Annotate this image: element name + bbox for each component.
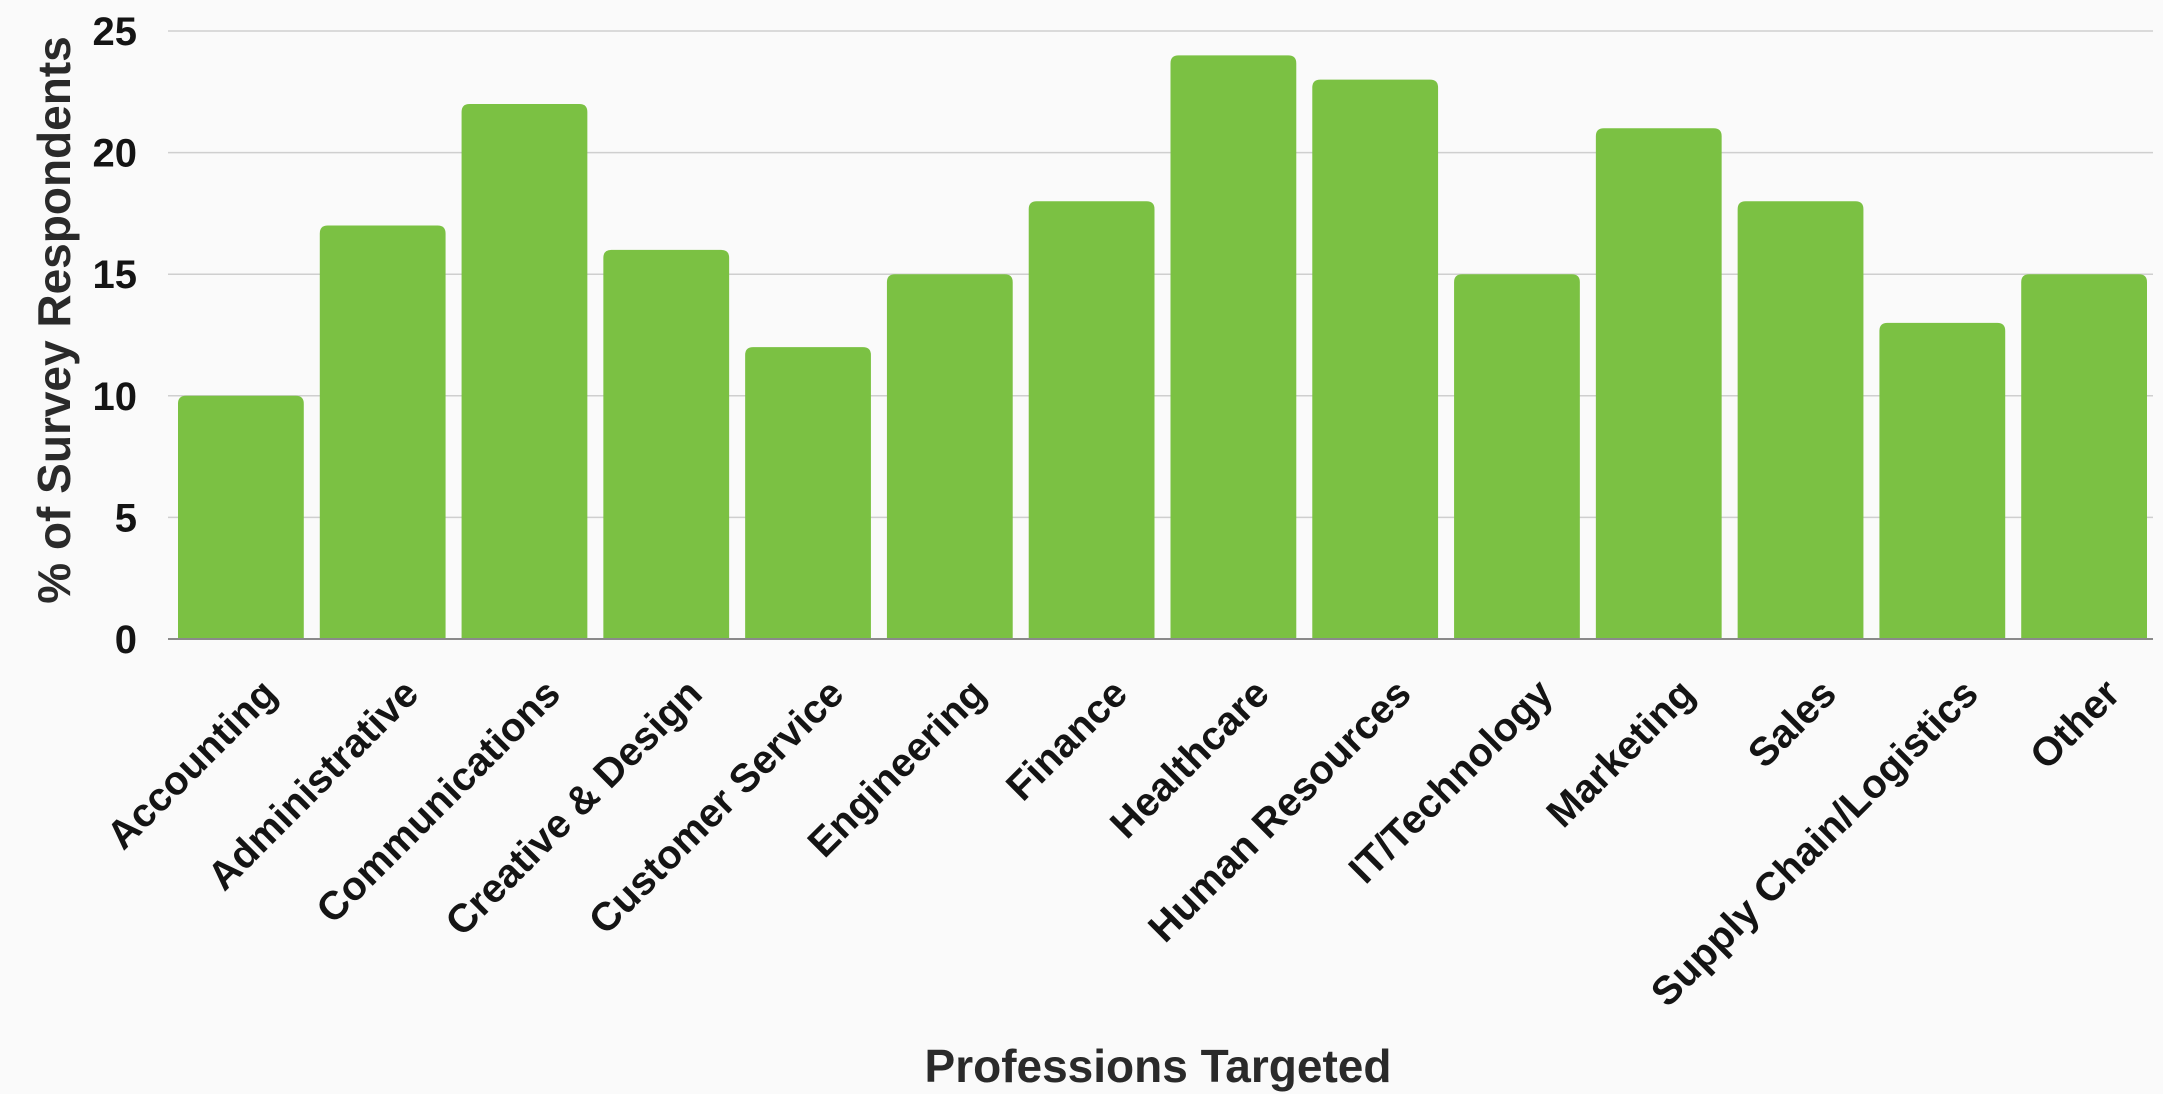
y-tick-label: 0 [115, 618, 137, 662]
bar [1312, 79, 1439, 639]
bar [1595, 128, 1722, 639]
x-axis-title: Professions Targeted [925, 1040, 1392, 1092]
bar [1879, 322, 2006, 639]
y-tick-label: 25 [93, 10, 138, 54]
bar [1737, 201, 1864, 640]
bars [178, 55, 2147, 640]
bar [461, 103, 588, 639]
bar [1454, 274, 1580, 639]
bar [745, 347, 871, 639]
x-tick-label: Creative & Design [437, 671, 710, 944]
x-axis-ticks: AccountingAdministrativeCommunicationsCr… [99, 671, 2129, 1015]
x-tick-label: Other [2022, 671, 2129, 778]
y-axis-title: % of Survey Respondents [28, 36, 80, 603]
bar [2021, 274, 2147, 639]
x-tick-label: Sales [1740, 671, 1845, 776]
y-tick-label: 15 [93, 253, 138, 297]
y-axis-ticks: 0 5 10 15 20 25 [93, 10, 138, 662]
bar [1028, 201, 1155, 640]
bar [1170, 55, 1297, 639]
y-tick-label: 10 [93, 375, 138, 419]
x-tick-label: Finance [998, 671, 1136, 809]
x-tick-label: Customer Service [581, 671, 853, 943]
x-tick-label: Communications [308, 671, 569, 932]
x-tick-label: Marketing [1538, 671, 1703, 836]
bar [886, 274, 1013, 639]
bar [603, 249, 730, 639]
y-tick-label: 5 [115, 496, 137, 540]
bar [319, 225, 446, 639]
bar [178, 395, 304, 639]
y-tick-label: 20 [93, 132, 138, 176]
x-tick-label: Human Resources [1140, 671, 1419, 950]
